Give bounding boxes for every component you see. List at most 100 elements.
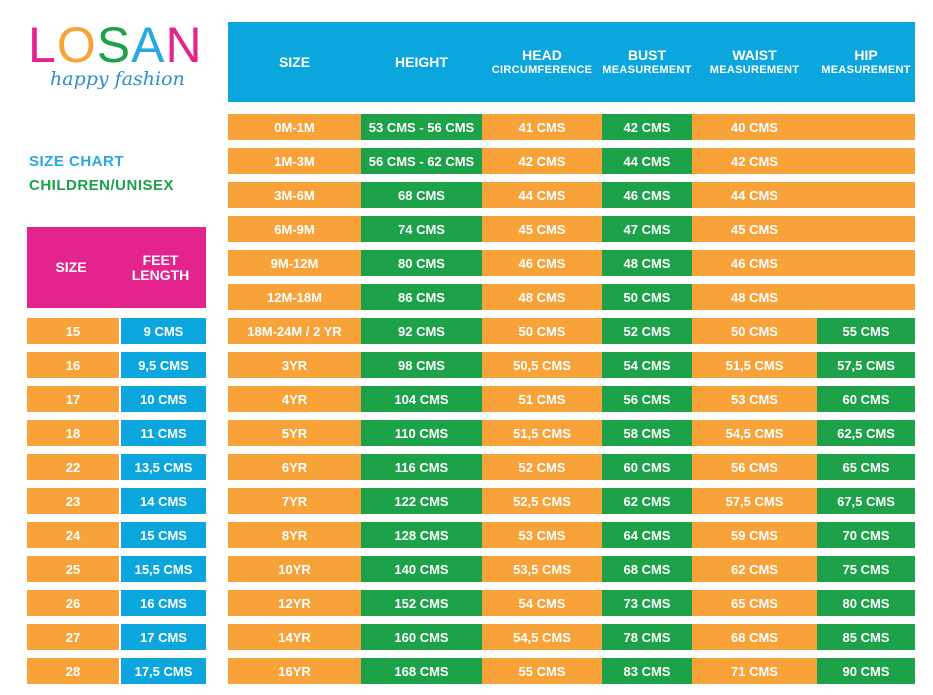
main-cell-hip: 90 CMS <box>817 658 915 684</box>
main-cell-bust: 83 CMS <box>602 658 692 684</box>
main-cell-head: 53 CMS <box>482 522 602 548</box>
feet-cell-length: 17,5 CMS <box>121 658 206 684</box>
feet-cell-length: 11 CMS <box>121 420 206 446</box>
main-cell-hip: 65 CMS <box>817 454 915 480</box>
main-cell-hip: 67,5 CMS <box>817 488 915 514</box>
main-cell-bust: 44 CMS <box>602 148 692 174</box>
main-table-header: SIZE HEIGHT HEAD CIRCUMFERENCE BUST MEASUREME… <box>228 22 915 102</box>
main-cell-bust: 46 CMS <box>602 182 692 208</box>
main-cell-head: 46 CMS <box>482 250 602 276</box>
feet-table-header: SIZE FEET LENGTH <box>27 227 206 308</box>
main-cell-head: 52 CMS <box>482 454 602 480</box>
main-cell-size: 3M-6M <box>228 182 361 208</box>
main-cell-height: 116 CMS <box>361 454 482 480</box>
size-chart-title: SIZE CHART <box>29 153 124 170</box>
main-cell-bust: 47 CMS <box>602 216 692 242</box>
main-cell-head: 50 CMS <box>482 318 602 344</box>
logo-letter: A <box>131 17 166 73</box>
brand-tagline: happy fashion <box>50 68 185 90</box>
main-cell-size: 12M-18M <box>228 284 361 310</box>
feet-cell-size: 24 <box>27 522 119 548</box>
main-header-label: HEIGHT <box>395 54 448 70</box>
feet-cell-length: 15,5 CMS <box>121 556 206 582</box>
main-header-col-2: HEAD CIRCUMFERENCE <box>482 22 602 102</box>
main-cell-waist: 40 CMS <box>692 114 817 140</box>
main-cell-bust: 48 CMS <box>602 250 692 276</box>
main-cell-head: 54,5 CMS <box>482 624 602 650</box>
main-header-col-3: BUST MEASUREMENT <box>602 22 692 102</box>
main-cell-head: 52,5 CMS <box>482 488 602 514</box>
main-cell-bust: 58 CMS <box>602 420 692 446</box>
brand-logo: LOSAN happy fashion <box>28 18 208 108</box>
main-cell-hip: 60 CMS <box>817 386 915 412</box>
feet-cell-length: 10 CMS <box>121 386 206 412</box>
main-cell-bust: 52 CMS <box>602 318 692 344</box>
brand-logo-word: LOSAN <box>28 18 208 72</box>
main-cell-height: 122 CMS <box>361 488 482 514</box>
main-cell-hip <box>817 114 915 140</box>
feet-header-length-line1: FEET <box>142 251 179 268</box>
main-cell-hip <box>817 216 915 242</box>
main-cell-size: 12YR <box>228 590 361 616</box>
main-cell-waist: 42 CMS <box>692 148 817 174</box>
main-cell-height: 128 CMS <box>361 522 482 548</box>
main-header-label: HIP <box>854 47 878 63</box>
main-cell-size: 6YR <box>228 454 361 480</box>
feet-cell-size: 27 <box>27 624 119 650</box>
main-cell-waist: 71 CMS <box>692 658 817 684</box>
main-cell-height: 86 CMS <box>361 284 482 310</box>
main-cell-waist: 62 CMS <box>692 556 817 582</box>
main-cell-hip: 85 CMS <box>817 624 915 650</box>
main-header-sublabel: MEASUREMENT <box>602 64 692 76</box>
main-cell-waist: 48 CMS <box>692 284 817 310</box>
main-cell-head: 51 CMS <box>482 386 602 412</box>
main-header-label: HEAD <box>522 47 562 63</box>
main-header-col-0: SIZE <box>228 22 361 102</box>
main-cell-head: 44 CMS <box>482 182 602 208</box>
feet-header-size: SIZE <box>55 259 87 275</box>
feet-cell-size: 26 <box>27 590 119 616</box>
main-cell-hip <box>817 182 915 208</box>
feet-cell-size: 18 <box>27 420 119 446</box>
logo-letter: S <box>96 17 132 73</box>
main-cell-waist: 44 CMS <box>692 182 817 208</box>
main-header-sublabel: MEASUREMENT <box>709 64 800 76</box>
main-cell-bust: 64 CMS <box>602 522 692 548</box>
main-cell-size: 16YR <box>228 658 361 684</box>
main-cell-waist: 68 CMS <box>692 624 817 650</box>
main-header-col-1: HEIGHT <box>361 22 482 102</box>
main-cell-hip: 57,5 CMS <box>817 352 915 378</box>
feet-cell-length: 9,5 CMS <box>121 352 206 378</box>
main-cell-head: 53,5 CMS <box>482 556 602 582</box>
main-cell-size: 9M-12M <box>228 250 361 276</box>
main-cell-bust: 62 CMS <box>602 488 692 514</box>
main-cell-size: 7YR <box>228 488 361 514</box>
logo-letter: L <box>28 17 57 73</box>
main-cell-waist: 57,5 CMS <box>692 488 817 514</box>
main-cell-waist: 46 CMS <box>692 250 817 276</box>
main-cell-bust: 78 CMS <box>602 624 692 650</box>
main-header-col-4: WAIST MEASUREMENT <box>692 22 817 102</box>
main-cell-waist: 54,5 CMS <box>692 420 817 446</box>
main-cell-waist: 51,5 CMS <box>692 352 817 378</box>
main-cell-head: 50,5 CMS <box>482 352 602 378</box>
main-cell-height: 68 CMS <box>361 182 482 208</box>
main-cell-size: 18M-24M / 2 YR <box>228 318 361 344</box>
main-header-col-5: HIP MEASUREMENT <box>817 22 915 102</box>
main-cell-hip <box>817 148 915 174</box>
main-cell-bust: 54 CMS <box>602 352 692 378</box>
main-cell-size: 5YR <box>228 420 361 446</box>
feet-cell-length: 16 CMS <box>121 590 206 616</box>
main-cell-size: 1M-3M <box>228 148 361 174</box>
main-cell-size: 8YR <box>228 522 361 548</box>
main-cell-hip: 70 CMS <box>817 522 915 548</box>
main-cell-head: 54 CMS <box>482 590 602 616</box>
main-cell-head: 45 CMS <box>482 216 602 242</box>
main-cell-size: 6M-9M <box>228 216 361 242</box>
main-cell-head: 42 CMS <box>482 148 602 174</box>
main-cell-hip: 62,5 CMS <box>817 420 915 446</box>
main-cell-bust: 68 CMS <box>602 556 692 582</box>
main-cell-bust: 73 CMS <box>602 590 692 616</box>
main-cell-waist: 53 CMS <box>692 386 817 412</box>
main-cell-height: 104 CMS <box>361 386 482 412</box>
